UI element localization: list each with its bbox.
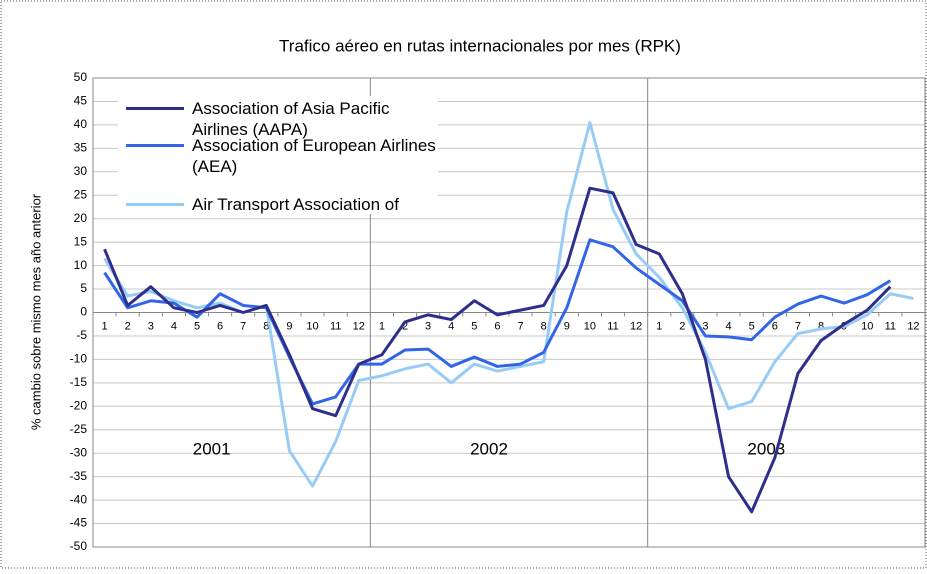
legend-label: Association of European Airlines (AEA) — [192, 136, 436, 176]
y-tick-label: 35 — [74, 141, 88, 155]
x-tick-label: 3 — [148, 320, 154, 332]
x-tick-label: 11 — [607, 320, 618, 332]
y-tick-label: 40 — [74, 117, 88, 131]
x-tick-label: 8 — [541, 320, 547, 332]
x-tick-label: 7 — [517, 320, 523, 332]
legend-swatch — [126, 203, 184, 206]
y-tick-label: -10 — [70, 352, 88, 366]
year-label: 2002 — [470, 439, 508, 458]
x-tick-label: 8 — [818, 320, 824, 332]
y-tick-label: -5 — [76, 328, 87, 342]
y-tick-label: 45 — [74, 94, 88, 108]
x-tick-label: 6 — [217, 320, 223, 332]
legend-box: Association of Asia Pacific Airlines (AA… — [118, 96, 438, 214]
x-tick-label: 6 — [772, 320, 778, 332]
series-line — [103, 186, 892, 514]
y-tick-label: 20 — [74, 211, 88, 225]
x-tick-label: 4 — [448, 320, 454, 332]
x-tick-label: 2 — [125, 320, 131, 332]
x-tick-label: 10 — [306, 320, 318, 332]
legend-swatch — [126, 144, 184, 147]
x-tick-label: 2 — [679, 320, 685, 332]
y-tick-label: 50 — [74, 70, 88, 84]
chart-title: Trafico aéreo en rutas internacionales p… — [279, 36, 681, 55]
x-tick-label: 11 — [330, 320, 341, 332]
series-line — [103, 238, 892, 406]
legend-label: Air Transport Association of America — [192, 195, 399, 214]
x-tick-label: 5 — [471, 320, 477, 332]
x-tick-label: 12 — [353, 320, 365, 332]
y-tick-label: 30 — [74, 164, 88, 178]
y-tick-label: -20 — [70, 398, 88, 412]
x-tick-label: 7 — [240, 320, 246, 332]
y-tick-label: -15 — [70, 375, 88, 389]
y-tick-label: 25 — [74, 187, 88, 201]
y-tick-label: 10 — [74, 258, 88, 272]
x-tick-label: 10 — [584, 320, 596, 332]
x-tick-label: 4 — [171, 320, 177, 332]
y-tick-label: -35 — [70, 469, 88, 483]
x-tick-label: 1 — [656, 320, 662, 332]
x-tick-label: 12 — [630, 320, 642, 332]
x-tick-label: 5 — [749, 320, 755, 332]
x-tick-label: 9 — [564, 320, 570, 332]
x-tick-label: 9 — [286, 320, 292, 332]
x-tick-label: 7 — [795, 320, 801, 332]
year-label: 2001 — [193, 439, 231, 458]
legend-item: Association of European Airlines (AEA) — [118, 135, 438, 177]
x-tick-label: 12 — [907, 320, 919, 332]
y-tick-label: 15 — [74, 234, 88, 248]
legend: Association of Asia Pacific Airlines (AA… — [118, 96, 438, 214]
legend-item: Association of Asia Pacific Airlines (AA… — [118, 98, 438, 140]
x-tick-label: 6 — [494, 320, 500, 332]
y-axis-label: % cambio sobre mismo mes año anterior — [28, 193, 43, 430]
x-tick-label: 2 — [402, 320, 408, 332]
x-tick-label: 3 — [425, 320, 431, 332]
y-tick-label: -40 — [70, 492, 88, 506]
x-tick-label: 4 — [725, 320, 731, 332]
x-tick-label: 10 — [861, 320, 873, 332]
y-tick-label: -45 — [70, 516, 88, 530]
x-tick-label: 8 — [263, 320, 269, 332]
legend-swatch — [126, 107, 184, 110]
y-tick-label: -50 — [70, 539, 88, 553]
legend-label: Association of Asia Pacific Airlines (AA… — [192, 99, 390, 139]
y-tick-label: 5 — [80, 281, 87, 295]
x-tick-label: 1 — [379, 320, 385, 332]
y-tick-label: -30 — [70, 445, 88, 459]
y-tick-label: 0 — [80, 305, 87, 319]
y-tick-label: -25 — [70, 422, 88, 436]
x-tick-label: 5 — [194, 320, 200, 332]
x-tick-label: 3 — [702, 320, 708, 332]
legend-item: Air Transport Association of America — [118, 194, 438, 214]
x-tick-label: 1 — [101, 320, 107, 332]
x-tick-label: 11 — [885, 320, 896, 332]
